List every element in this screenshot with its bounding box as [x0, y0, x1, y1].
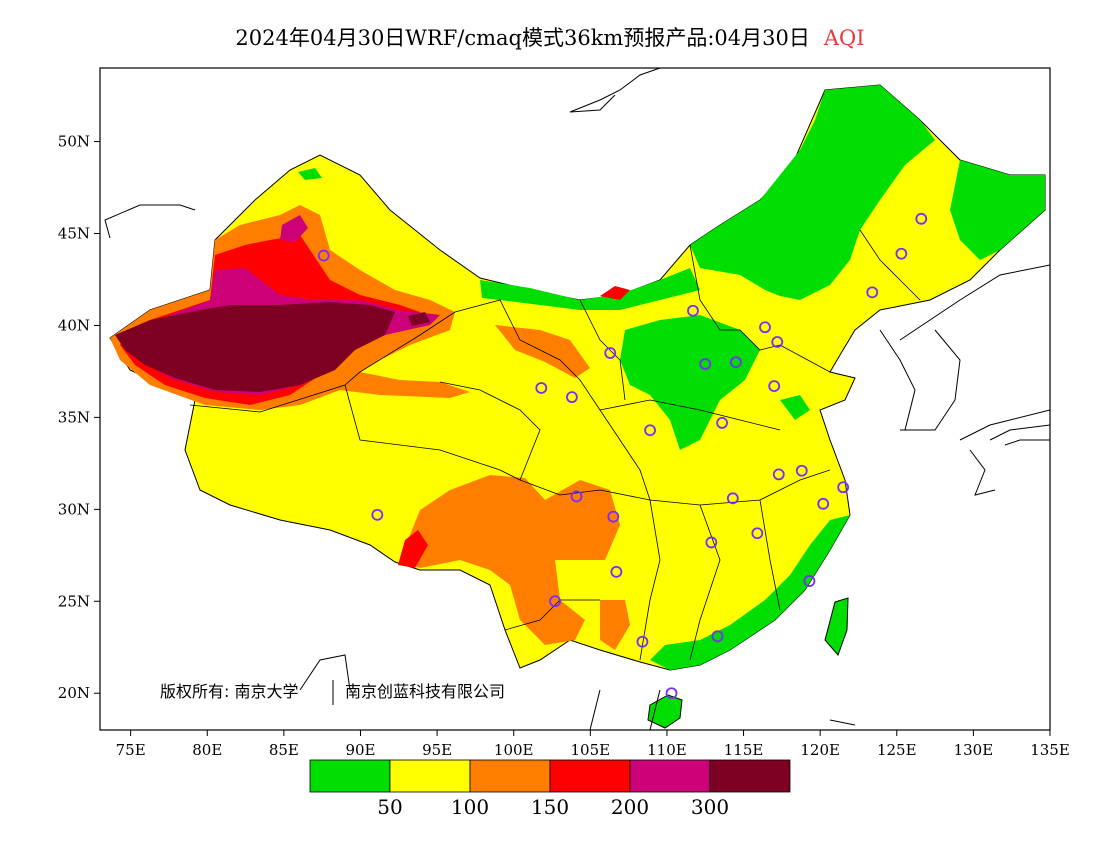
- colorbar-label: 100: [451, 795, 489, 819]
- map-frame: [99, 67, 1051, 731]
- lat-tick-label: 20N: [58, 684, 90, 702]
- station-marker: [729, 356, 742, 369]
- lon-tick-label: 90E: [345, 741, 375, 759]
- lat-tick-label: 25N: [58, 592, 90, 610]
- station-marker: [915, 212, 928, 225]
- station-marker: [535, 382, 548, 394]
- lon-tick-label: 115E: [724, 741, 764, 759]
- lat-tick-label: 30N: [58, 500, 90, 518]
- station-marker: [837, 481, 850, 494]
- lon-tick-label: 75E: [116, 741, 146, 759]
- station-marker: [768, 380, 781, 393]
- xinjiang-green-patch: [298, 168, 322, 180]
- colorbar-label: 50: [377, 795, 402, 819]
- colorbar-swatch: [629, 759, 711, 793]
- lon-tick-label: 120E: [800, 741, 840, 759]
- lop-maroon-spot: [408, 312, 430, 326]
- lon-tick-label: 110E: [647, 741, 687, 759]
- lon-tick-label: 105E: [571, 741, 611, 759]
- station-marker: [604, 347, 617, 359]
- copyright-right: 南京创蓝科技有限公司: [345, 682, 505, 701]
- colorbar-swatch: [309, 759, 391, 793]
- lat-axis: 20N 25N 30N 35N 40N 45N 50N: [58, 133, 100, 702]
- station-marker: [895, 247, 908, 260]
- taiwan-green-region: [824, 597, 849, 656]
- title-variable: AQI: [823, 26, 865, 50]
- station-marker: [665, 687, 678, 700]
- lon-tick-label: 135E: [1030, 741, 1070, 759]
- station-marker: [803, 575, 816, 587]
- station-marker: [817, 497, 830, 510]
- colorbar-swatch: [469, 759, 551, 793]
- lat-tick-label: 50N: [58, 133, 90, 151]
- station-marker: [759, 321, 771, 334]
- station-marker: [705, 536, 718, 549]
- hainan-green-region: [647, 694, 683, 729]
- station-marker: [772, 468, 785, 481]
- shandong-green-patch: [780, 395, 810, 420]
- lon-tick-label: 95E: [422, 741, 452, 759]
- station-marker: [549, 595, 561, 608]
- colorbar-swatch: [549, 759, 631, 793]
- lon-tick-label: 100E: [494, 741, 534, 759]
- title-text: 2024年04月30日WRF/cmaq模式36km预报产品:04月30日: [235, 26, 810, 50]
- lon-tick-label: 130E: [954, 741, 994, 759]
- station-marker: [371, 508, 384, 521]
- colorbar-swatch: [709, 759, 791, 793]
- ili-purple-spot: [280, 215, 308, 242]
- colorbar-label: 300: [691, 795, 729, 819]
- aqi-colorbar: 50 100 150 200 300: [309, 759, 791, 819]
- station-marker: [644, 424, 656, 437]
- station-marker: [771, 336, 784, 348]
- far-northeast-green-region: [950, 160, 1045, 260]
- province-boundaries: [189, 229, 921, 661]
- station-marker: [716, 417, 728, 429]
- inner-mongolia-red-spot: [600, 286, 630, 300]
- copyright-left: 版权所有: 南京大学: [160, 682, 298, 701]
- colorbar-label: 200: [611, 795, 649, 819]
- southwest-orange-region: [400, 475, 620, 645]
- station-marker: [607, 510, 620, 523]
- station-marker: [751, 527, 764, 540]
- colorbar-swatch: [389, 759, 471, 793]
- lon-tick-label: 85E: [269, 741, 299, 759]
- station-marker: [636, 635, 649, 648]
- station-marker: [726, 492, 739, 505]
- northeast-green-region: [690, 85, 935, 300]
- foreign-coastlines: [104, 68, 1050, 730]
- station-marker: [711, 630, 724, 643]
- map-layers: [104, 68, 1050, 730]
- lon-tick-label: 80E: [192, 741, 222, 759]
- station-marker: [699, 358, 712, 370]
- station-marker: [687, 304, 699, 317]
- colorbar-label: 150: [531, 795, 569, 819]
- tibet-red-region: [398, 530, 428, 568]
- station-marker: [570, 490, 583, 503]
- guangxi-orange-region: [600, 600, 630, 650]
- station-marker: [317, 249, 330, 262]
- taklimakan-maroon-region: [115, 302, 395, 392]
- monitoring-stations: [317, 212, 928, 700]
- coast-green-region: [650, 515, 850, 670]
- lon-axis: 75E 80E 85E 90E 95E 100E 105E 110E 115E 120E 125E 1…: [116, 730, 1070, 759]
- lon-tick-label: 125E: [877, 741, 917, 759]
- station-marker: [795, 464, 808, 477]
- lat-tick-label: 45N: [58, 225, 90, 243]
- map-title: 2024年04月30日WRF/cmaq模式36km预报产品:04月30日 AQI: [0, 22, 1100, 52]
- station-marker: [866, 286, 879, 299]
- lat-tick-label: 40N: [58, 316, 90, 334]
- north-china-green-region: [620, 315, 760, 450]
- station-marker: [566, 391, 578, 404]
- lat-tick-label: 35N: [58, 408, 90, 426]
- inner-mongolia-green-region: [480, 268, 700, 310]
- station-marker: [610, 565, 623, 578]
